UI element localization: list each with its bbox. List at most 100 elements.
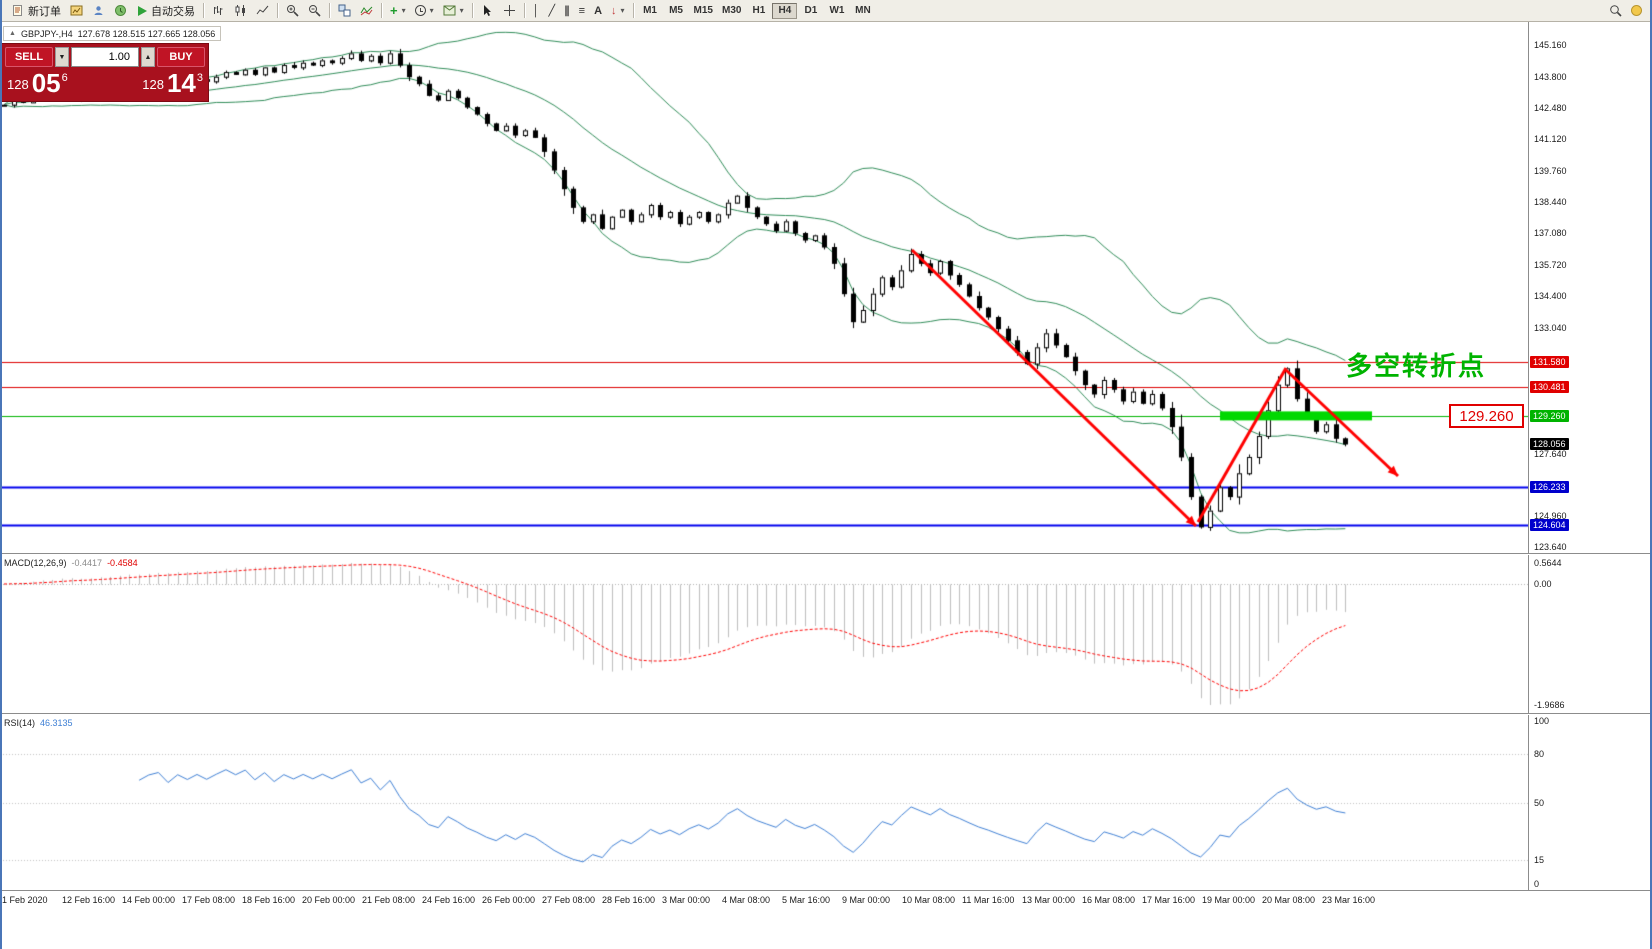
fibonacci-tool-icon[interactable]: ≡ [578, 4, 586, 17]
date-label: 11 Mar 16:00 [962, 895, 1015, 905]
timeframe-button-H1[interactable]: H1 [752, 5, 766, 16]
sell-price-main: 128 [7, 77, 29, 92]
buy-button[interactable]: BUY [157, 47, 205, 67]
timeframe-button-D1[interactable]: D1 [804, 5, 818, 16]
toolbar-separator [471, 3, 473, 18]
price-badge: 129.260 [1530, 409, 1569, 422]
date-label: 5 Mar 16:00 [782, 895, 831, 905]
panel-separator[interactable] [0, 553, 1652, 555]
toolbar-separator [632, 3, 634, 18]
timeframe-button-M15[interactable]: M15 [693, 5, 713, 16]
sell-price-pips: 05 [31, 68, 61, 98]
macd-name: MACD(12,26,9) [4, 558, 67, 568]
cursor-icon[interactable] [477, 2, 498, 20]
sell-price-point: 6 [61, 72, 68, 84]
new-order-button[interactable]: 新订单 [8, 2, 65, 20]
date-label: 21 Feb 08:00 [362, 895, 416, 905]
periods-dropdown[interactable]: ▾ [411, 2, 438, 20]
toolbar-separator [523, 3, 525, 18]
main-chart-canvas[interactable] [0, 22, 1528, 553]
text-tool-icon[interactable]: A [594, 4, 603, 17]
timeframe-button-M30[interactable]: M30 [721, 5, 742, 16]
community-icon[interactable] [1627, 2, 1646, 20]
crosshair-icon[interactable] [499, 2, 520, 20]
toolbar-separator [381, 3, 382, 18]
search-icon[interactable] [1605, 2, 1626, 20]
timeframe-button-H4[interactable]: H4 [772, 2, 798, 19]
macd-scale-tick: 0.00 [1534, 578, 1552, 589]
timeframe-button-MN[interactable]: MN [855, 5, 871, 16]
timeframe-group: M1 M5 M15 M30 H1 H4 D1 W1 MN [638, 2, 876, 19]
price-axis[interactable]: 145.160 143.800 142.480 141.120 139.760 138.4… [1528, 22, 1652, 553]
trendline-tool-icon[interactable]: ╱ [548, 5, 556, 17]
clock-icon [414, 5, 426, 16]
zoom-out-icon[interactable] [304, 2, 325, 20]
timeframe-button-M5[interactable]: M5 [669, 5, 683, 16]
rsi-scale-tick: 100 [1534, 716, 1550, 726]
market-watch-icon[interactable] [66, 2, 87, 20]
date-label: 1 Feb 2020 [2, 895, 48, 905]
timeframe-button-M1[interactable]: M1 [643, 5, 657, 16]
sell-button[interactable]: SELL [5, 47, 53, 67]
add-chart-dropdown[interactable]: + ▾ [386, 2, 410, 20]
macd-axis[interactable]: 0.5644 0.00 -1.9686 [1528, 555, 1652, 713]
rsi-scale-tick: 80 [1534, 748, 1545, 759]
tile-windows-icon[interactable] [334, 2, 355, 20]
chevron-down-icon: ▾ [620, 6, 625, 15]
macd-value-main: -0.4417 [71, 558, 103, 568]
lot-increase-button[interactable]: ▲ [141, 47, 155, 67]
one-click-trade-panel: SELL ▼ 1.00 ▲ BUY 128 05 6 128 14 3 [2, 44, 208, 101]
toolbar: 新订单 自动交易 + ▾ ▾ ▾ │ ╱ ∥ ≡ A ↓ ▾ M1 M5 M15 M [0, 0, 1652, 22]
macd-panel-canvas[interactable] [0, 555, 1528, 713]
chart-line-icon[interactable] [252, 2, 273, 20]
chart-info-box: ▲ GBPJPY-,H4 127.678 128.515 127.665 128… [3, 26, 222, 41]
channel-tool-icon[interactable]: ∥ [564, 5, 570, 17]
lot-size-input[interactable]: 1.00 [71, 47, 139, 67]
autotrading-button[interactable]: 自动交易 [132, 2, 199, 20]
rsi-value: 46.3135 [40, 718, 73, 728]
chart-bars-icon[interactable] [208, 2, 229, 20]
date-label: 17 Mar 16:00 [1142, 895, 1196, 905]
price-badge: 128.056 [1530, 437, 1569, 450]
zoom-in-icon[interactable] [282, 2, 303, 20]
date-label: 10 Mar 08:00 [902, 895, 956, 905]
toolbar-separator [203, 3, 204, 18]
price-tick: 135.720 [1534, 260, 1567, 271]
terminal-icon[interactable] [110, 2, 131, 20]
price-tick: 137.080 [1534, 228, 1567, 239]
templates-dropdown[interactable]: ▾ [439, 2, 468, 20]
new-order-icon [13, 5, 22, 16]
price-tick: 142.480 [1534, 102, 1567, 113]
date-label: 13 Mar 00:00 [1022, 895, 1076, 905]
date-label: 27 Feb 08:00 [542, 895, 596, 905]
vertical-line-tool-icon[interactable]: │ [532, 4, 540, 17]
date-label: 26 Feb 00:00 [482, 895, 536, 905]
date-label: 24 Feb 16:00 [422, 895, 476, 905]
buy-price[interactable]: 128 14 3 [142, 68, 203, 98]
price-callout-label: 129.260 [1449, 404, 1524, 428]
toolbar-separator [329, 3, 330, 18]
indicators-icon[interactable] [356, 2, 377, 20]
plus-icon: + [390, 2, 398, 18]
price-tick: 143.800 [1534, 71, 1567, 82]
date-label: 17 Feb 08:00 [182, 895, 236, 905]
macd-scale-tick: 0.5644 [1534, 558, 1562, 568]
price-tick: 141.120 [1534, 134, 1567, 145]
date-label: 18 Feb 16:00 [242, 895, 296, 905]
timeframe-button-W1[interactable]: W1 [829, 5, 845, 16]
date-label: 23 Mar 16:00 [1322, 895, 1376, 905]
sell-price[interactable]: 128 05 6 [7, 68, 68, 98]
template-icon [443, 5, 456, 16]
collapse-panel-icon[interactable]: ▲ [9, 30, 16, 37]
rsi-axis[interactable]: 100 80 50 15 0 [1528, 715, 1652, 890]
window-edge-right [1650, 0, 1652, 949]
lot-decrease-button[interactable]: ▼ [55, 47, 69, 67]
time-axis[interactable]: 1 Feb 2020 12 Feb 16:00 14 Feb 00:00 17 Feb… [0, 890, 1652, 910]
panel-separator[interactable] [0, 713, 1652, 715]
arrows-tool-dropdown[interactable]: ↓ ▾ [607, 2, 629, 20]
rsi-panel-canvas[interactable] [0, 715, 1528, 890]
chart-candles-icon[interactable] [230, 2, 251, 20]
date-label: 19 Mar 00:00 [1202, 895, 1256, 905]
navigator-icon[interactable] [88, 2, 109, 20]
